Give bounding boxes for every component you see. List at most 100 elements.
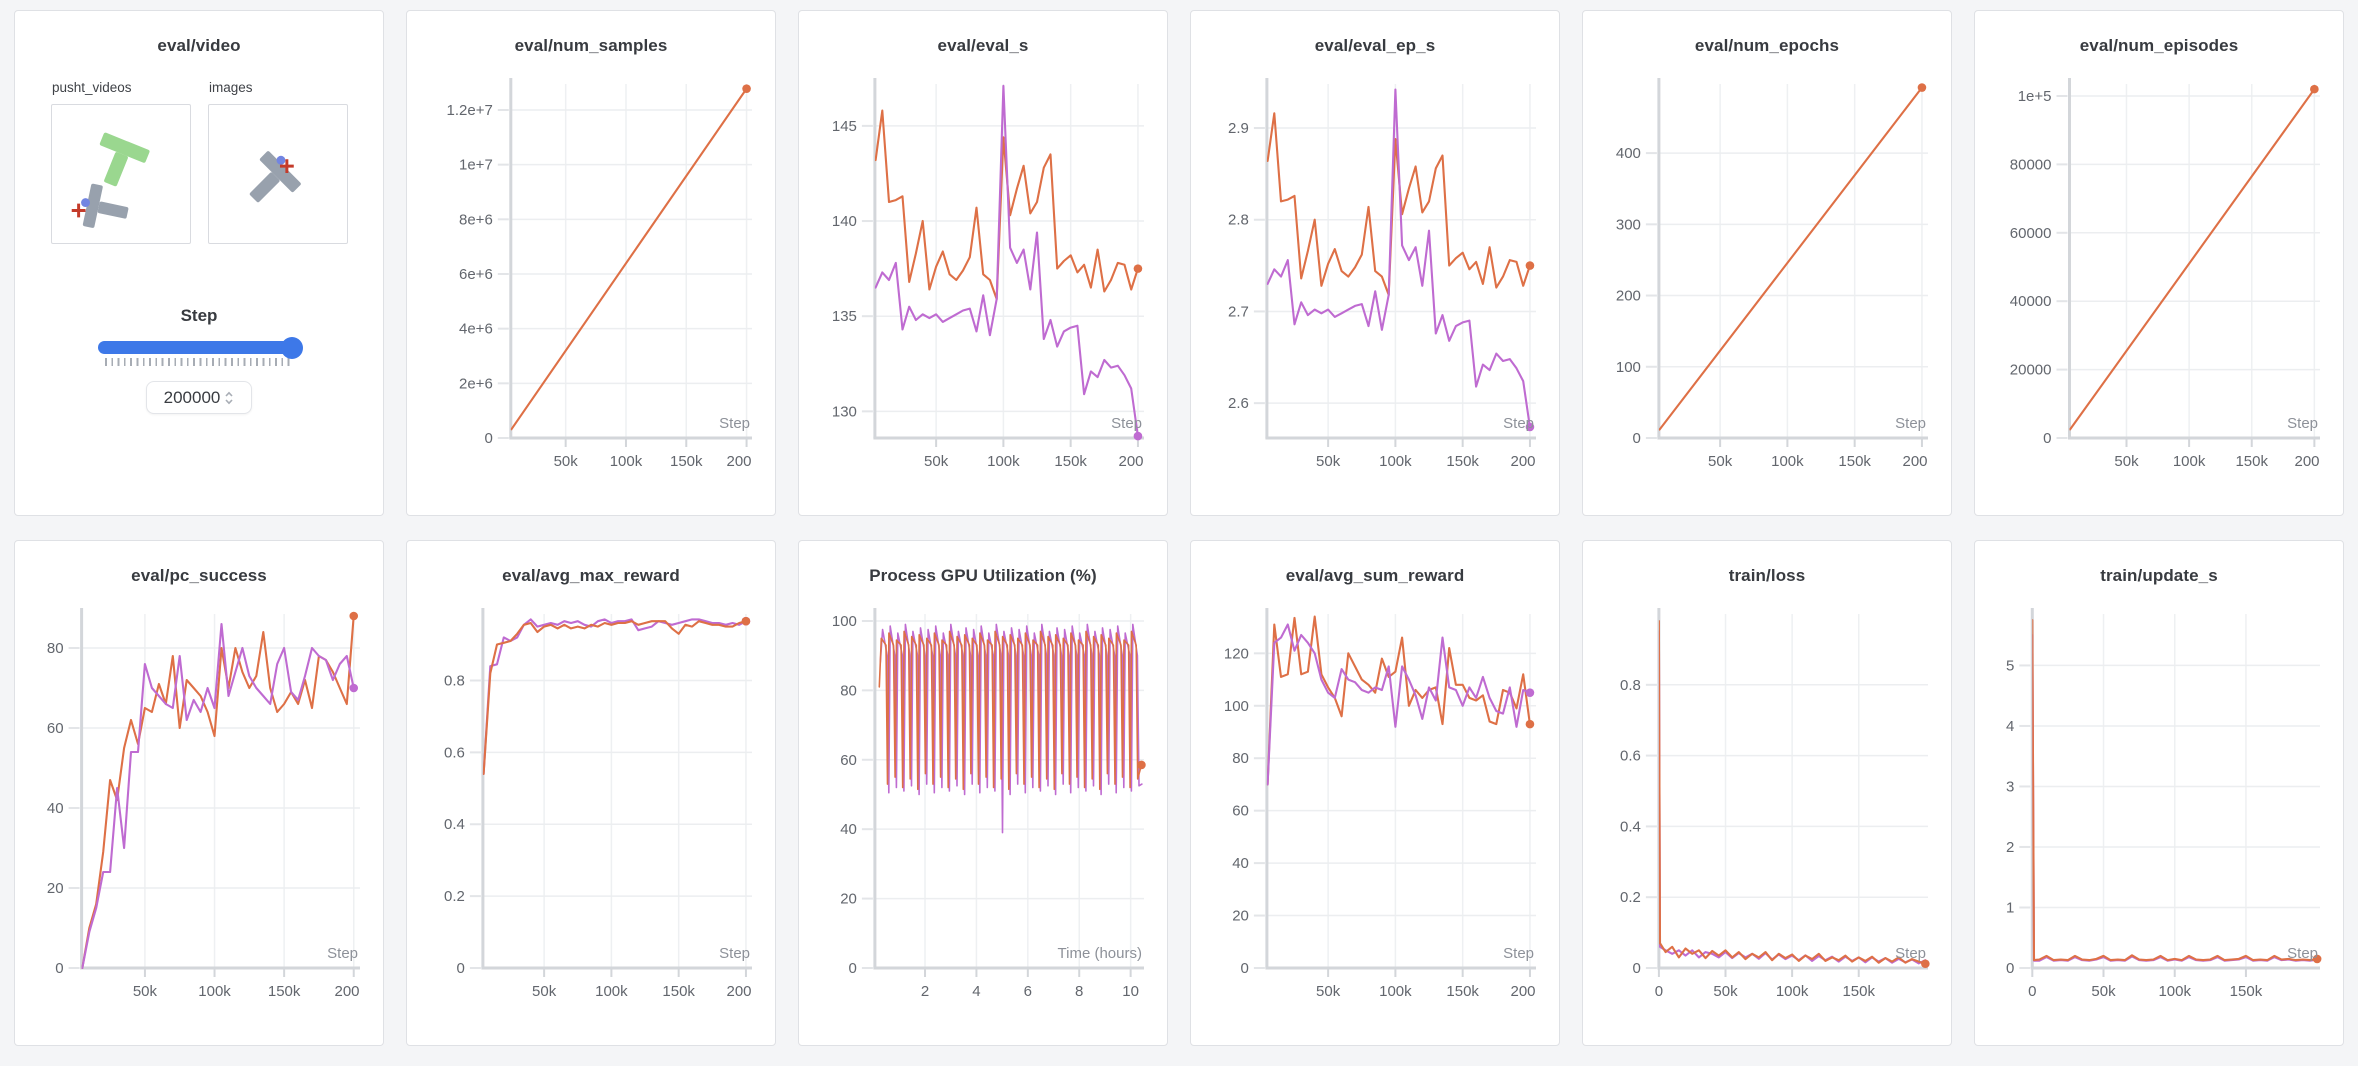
y-tick-label: 0.2 [1620,889,1641,906]
chart-eval-num-epochs[interactable]: 0 100 200 300 400 50k 100k 150k 200 Step [1583,60,1952,502]
series-run-orange [874,109,1139,301]
y-tick-label: 300 [1616,216,1641,233]
stepper-arrows-icon[interactable] [224,390,234,406]
y-tick-label: 0 [849,960,857,977]
chart-train-loss[interactable]: 0 0.2 0.4 0.6 0.8 0 50k 100k 150k Step [1583,590,1952,1032]
agent-dot-icon [276,155,286,165]
y-tick-label: 0.8 [1620,677,1641,694]
series-end-dot-run-orange [1525,719,1535,729]
chart-eval-eval-s[interactable]: 130 135 140 145 50k 100k 150k 200 Step [799,60,1168,502]
gray-t-shape [249,151,301,203]
y-tick-label: 140 [832,213,857,230]
media-label-images: images [209,80,253,95]
series-end-dot-run-orange [1133,264,1143,273]
chart-title: Process GPU Utilization (%) [869,566,1097,585]
goal-cross-icon [71,203,86,218]
step-slider-knob[interactable] [281,336,303,359]
chart-panel-eval-num-samples: eval/num_samples 0 2e+6 4e+6 6e+6 8e+6 1e+7 1.2… [406,10,776,516]
chart-title: train/update_s [2100,566,2218,585]
media-label-pusht-videos: pusht_videos [52,80,132,95]
step-value-input[interactable]: 200000 [146,381,252,414]
y-tick-label: 8e+6 [459,211,493,228]
y-tick-label: 130 [832,403,857,420]
x-tick-label: 100k [1379,983,1412,1000]
x-tick-label: 0 [1655,983,1663,1000]
step-slider-track[interactable] [98,336,303,359]
chart-panel-eval-num-episodes: eval/num_episodes 0 20000 40000 60000 80000 1e… [1974,10,2344,516]
series-run-purple [482,618,747,775]
x-tick-label: 150k [2230,983,2263,1000]
y-tick-label: 4 [2006,718,2014,735]
x-tick-label: 200 [1902,453,1927,470]
series-end-dot-run-orange [1137,760,1146,770]
y-tick-label: 100 [1616,359,1641,376]
x-axis-label: Time (hours) [1058,945,1142,962]
x-tick-label: 4 [972,983,980,1000]
x-tick-label: 200 [334,983,359,1000]
y-tick-label: 20 [840,891,857,908]
chart-panel-eval-pc-success: eval/pc_success 0 20 40 60 80 50k 100k 150k 200 St… [14,540,384,1046]
chart-eval-num-episodes[interactable]: 0 20000 40000 60000 80000 1e+5 50k 100k 150k 200 S… [1975,60,2344,502]
y-tick-label: 5 [2006,657,2014,674]
x-tick-label: 100k [1771,453,1804,470]
chart-panel-eval-eval-s: eval/eval_s 130 135 140 145 50k 100k 150k 200 Ste… [798,10,1168,516]
x-axis-label: Step [1895,415,1926,432]
x-tick-label: 6 [1024,983,1032,1000]
y-tick-label: 40 [840,821,857,838]
x-tick-label: 100k [2158,983,2191,1000]
x-tick-label: 200 [2294,453,2319,470]
panel-eval-video: eval/video pusht_videos [14,10,384,516]
chart-process-gpu-utilization[interactable]: 0 20 40 60 80 100 2 4 6 8 10 Time (hours) [799,590,1168,1032]
y-tick-label: 60000 [2010,225,2052,242]
y-tick-label: 2.9 [1228,120,1249,137]
step-control: Step 200000 [15,306,383,414]
x-tick-label: 50k [1316,453,1341,470]
x-axis-label: Step [1895,945,1926,962]
x-tick-label: 100k [1776,983,1809,1000]
x-axis-label: Step [1111,415,1142,432]
series-end-dot-run-purple [1525,422,1535,432]
y-tick-label: 0 [1241,960,1249,977]
images-thumbnail[interactable] [208,104,348,244]
series-end-dot-run-orange [2310,84,2319,94]
x-tick-label: 10 [1122,983,1139,1000]
y-tick-label: 0.8 [444,672,465,689]
y-tick-label: 0 [2006,960,2014,977]
x-tick-label: 100k [987,453,1020,470]
y-tick-label: 145 [832,118,857,135]
y-tick-label: 1.2e+7 [447,102,493,119]
y-tick-label: 0.4 [1620,818,1641,835]
y-tick-label: 20 [47,880,64,897]
series-end-dot-run-orange [349,611,359,621]
chart-eval-avg-max-reward[interactable]: 0 0.2 0.4 0.6 0.8 50k 100k 150k 200 Step [407,590,776,1032]
x-tick-label: 50k [1708,453,1733,470]
x-tick-label: 100k [1379,453,1412,470]
series-end-dot-run-orange [2312,954,2322,964]
chart-train-update-s[interactable]: 0 1 2 3 4 5 0 50k 100k 150k Step [1975,590,2344,1032]
series-end-dot-run-purple [1525,688,1535,697]
chart-panel-eval-avg-sum-reward: eval/avg_sum_reward 0 20 40 60 80 100 120 50k 100… [1190,540,1560,1046]
y-tick-label: 2.8 [1228,212,1249,229]
chart-eval-pc-success[interactable]: 0 20 40 60 80 50k 100k 150k 200 Step [15,590,384,1032]
media-panel-title: eval/video [157,36,241,55]
chart-title: eval/num_epochs [1694,36,1840,55]
step-slider[interactable] [98,336,303,366]
series-end-dot-run-orange [1921,959,1930,969]
chart-eval-avg-sum-reward[interactable]: 0 20 40 60 80 100 120 50k 100k 150k 200 Step [1191,590,1560,1032]
x-axis-label: Step [2287,945,2318,962]
pusht-videos-thumbnail[interactable] [51,104,191,244]
x-axis-label: Step [1503,945,1534,962]
chart-panel-train-loss: train/loss 0 0.2 0.4 0.6 0.8 0 50k 100k 150k Step [1582,540,1952,1046]
y-tick-label: 400 [1616,145,1641,162]
x-tick-label: 200 [726,453,751,470]
y-tick-label: 0 [484,430,492,447]
y-tick-label: 20000 [2010,362,2052,379]
x-axis-label: Step [327,945,358,962]
media-item-pusht-videos: pusht_videos [51,80,191,244]
chart-eval-num-samples[interactable]: 0 2e+6 4e+6 6e+6 8e+6 1e+7 1.2e+7 50k 100k 150k 20… [407,60,776,502]
x-tick-label: 150k [268,983,301,1000]
series-run-orange [2032,619,2319,962]
chart-eval-eval-ep-s[interactable]: 2.6 2.7 2.8 2.9 50k 100k 150k 200 Step [1191,60,1560,502]
x-tick-label: 150k [662,983,695,1000]
